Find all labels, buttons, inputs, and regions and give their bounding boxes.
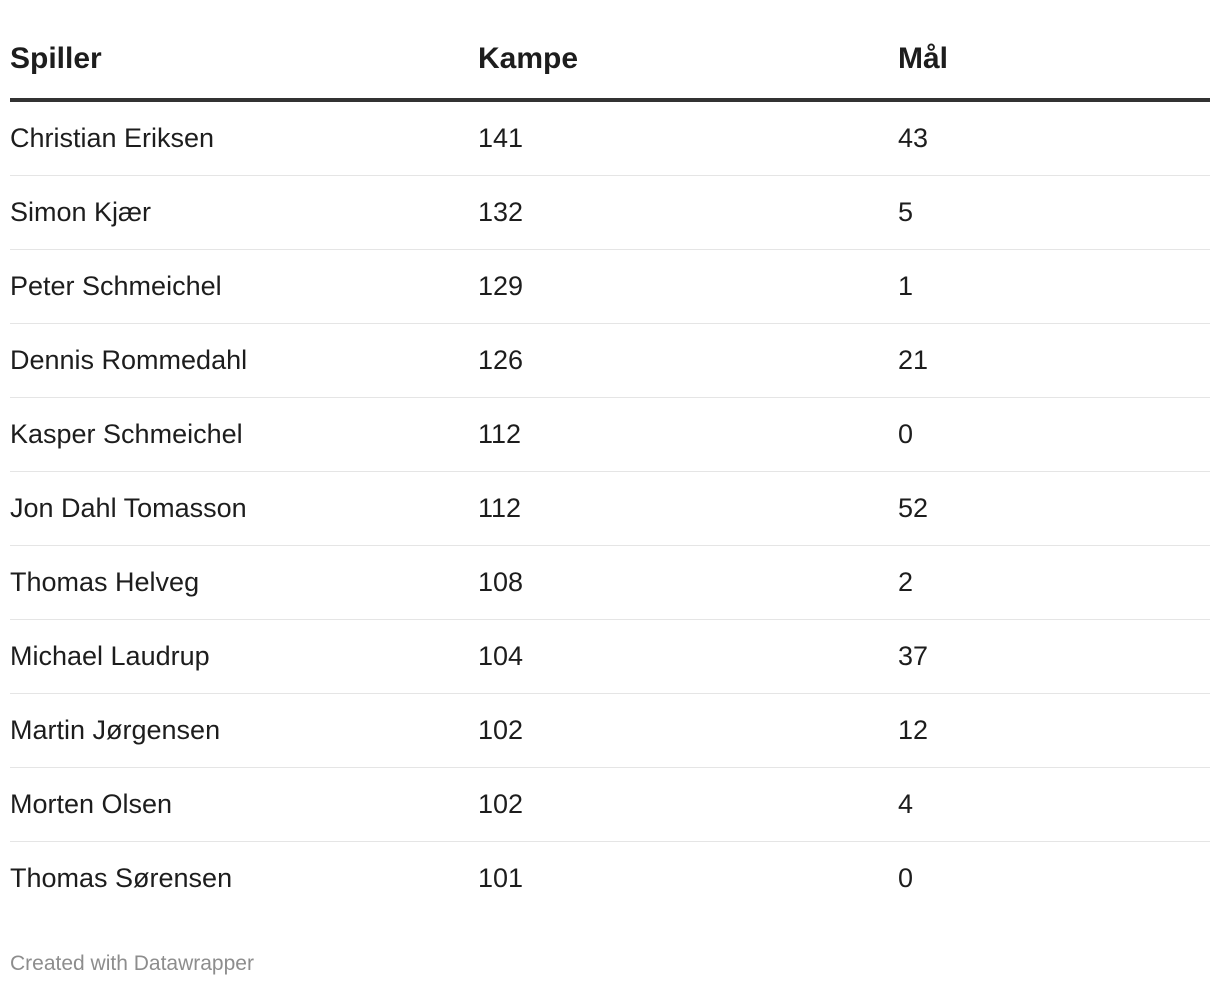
table-body: Christian Eriksen 141 43 Simon Kjær 132 … <box>10 100 1210 915</box>
data-table-container: Spiller Kampe Mål Christian Eriksen 141 … <box>10 20 1210 915</box>
cell-goals: 1 <box>898 249 1210 324</box>
table-row: Simon Kjær 132 5 <box>10 175 1210 250</box>
cell-goals: 0 <box>898 397 1210 472</box>
cell-player: Kasper Schmeichel <box>10 397 478 472</box>
header-row: Spiller Kampe Mål <box>10 20 1210 102</box>
cell-player: Morten Olsen <box>10 767 478 842</box>
cell-goals: 21 <box>898 323 1210 398</box>
table-row: Christian Eriksen 141 43 <box>10 100 1210 176</box>
cell-player: Christian Eriksen <box>10 100 478 176</box>
cell-player: Peter Schmeichel <box>10 249 478 324</box>
cell-goals: 37 <box>898 619 1210 694</box>
cell-matches: 112 <box>478 471 898 546</box>
column-header-mal[interactable]: Mål <box>898 20 1210 102</box>
cell-matches: 101 <box>478 863 524 893</box>
cell-player: Thomas Sørensen <box>10 863 233 893</box>
cell-player: Martin Jørgensen <box>10 693 478 768</box>
cell-player: Jon Dahl Tomasson <box>10 471 478 546</box>
table-row: Jon Dahl Tomasson 112 52 <box>10 471 1210 546</box>
cell-goals: 2 <box>898 545 1210 620</box>
column-header-spiller[interactable]: Spiller <box>10 20 478 102</box>
cell-player: Michael Laudrup <box>10 619 478 694</box>
cell-goals: 4 <box>898 767 1210 842</box>
table-row: Kasper Schmeichel 112 0 <box>10 397 1210 472</box>
cell-goals: 43 <box>898 100 1210 176</box>
table-header: Spiller Kampe Mål <box>10 20 1210 102</box>
cell-goals: 52 <box>898 471 1210 546</box>
cell-matches: 102 <box>478 693 898 768</box>
cell-matches: 141 <box>478 100 898 176</box>
cell-matches: 102 <box>478 767 898 842</box>
cell-goals: 12 <box>898 693 1210 768</box>
cell-matches: 112 <box>478 397 898 472</box>
table-row: Thomas Helveg 108 2 <box>10 545 1210 620</box>
cell-matches: 126 <box>478 323 898 398</box>
column-header-kampe[interactable]: Kampe <box>478 20 898 102</box>
table-row: Peter Schmeichel 129 1 <box>10 249 1210 324</box>
table-row: Dennis Rommedahl 126 21 <box>10 323 1210 398</box>
players-table: Spiller Kampe Mål Christian Eriksen 141 … <box>10 20 1210 915</box>
cell-goals: 0 <box>898 863 914 893</box>
cell-matches: 108 <box>478 545 898 620</box>
cell-goals: 5 <box>898 175 1210 250</box>
datawrapper-credit[interactable]: Created with Datawrapper <box>10 952 254 975</box>
table-row: Thomas Sørensen 101 0 <box>10 842 1210 916</box>
cell-player: Simon Kjær <box>10 175 478 250</box>
table-row: Michael Laudrup 104 37 <box>10 619 1210 694</box>
cell-matches: 132 <box>478 175 898 250</box>
cell-player: Dennis Rommedahl <box>10 323 478 398</box>
table-row: Morten Olsen 102 4 <box>10 767 1210 842</box>
cell-player: Thomas Helveg <box>10 545 478 620</box>
cell-matches: 129 <box>478 249 898 324</box>
cell-matches: 104 <box>478 619 898 694</box>
table-row: Martin Jørgensen 102 12 <box>10 693 1210 768</box>
